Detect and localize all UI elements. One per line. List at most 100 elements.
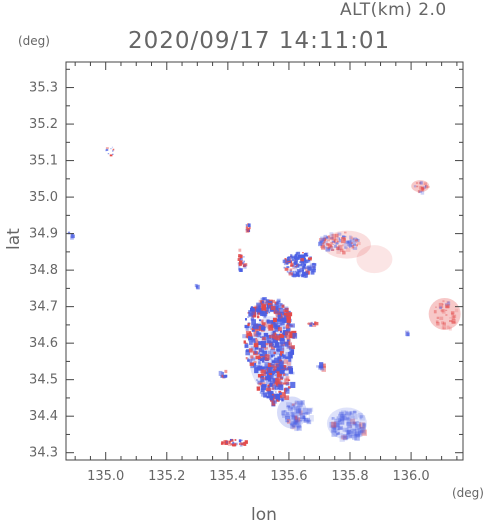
echo-cell: [419, 189, 423, 192]
echo-cell: [350, 434, 354, 438]
echo-cell: [243, 340, 246, 344]
echo-cell: [251, 357, 256, 361]
echo-cell: [329, 246, 334, 251]
echo-cell: [296, 401, 303, 407]
echo-cell: [274, 351, 280, 355]
echo-cell: [218, 370, 223, 376]
echo-cell: [254, 339, 259, 345]
echo-cell: [355, 431, 361, 437]
echo-cell: [324, 240, 328, 245]
echo-cell: [260, 312, 265, 317]
echo-cell: [330, 236, 334, 240]
echo-cell: [264, 300, 269, 305]
echo-cell: [290, 262, 294, 266]
echo-cell: [285, 259, 290, 264]
echo-cell: [259, 353, 263, 357]
echo-cell: [346, 421, 353, 429]
echo-cell: [253, 324, 258, 330]
echo-cell: [70, 233, 74, 236]
echo-cell: [314, 321, 319, 326]
echo-cell: [278, 384, 284, 391]
echo-cell: [238, 439, 242, 443]
echo-cell: [445, 314, 448, 316]
echo-cell: [112, 148, 115, 151]
echo-cell: [249, 362, 255, 366]
echo-cell: [263, 332, 269, 337]
echo-cell: [294, 406, 301, 414]
echo-cell: [359, 430, 363, 434]
echo-cell: [316, 365, 320, 368]
echo-cell: [276, 318, 282, 322]
echo-cell: [279, 351, 284, 354]
echo-cell: [312, 323, 315, 325]
echo-cell: [335, 233, 339, 238]
echo-cell: [281, 410, 286, 416]
echo-cell: [439, 306, 442, 310]
echo-cell: [310, 321, 313, 324]
echo-cell: [292, 264, 296, 268]
echo-cell: [280, 353, 283, 356]
echo-cell: [237, 258, 241, 262]
echo-cell: [281, 411, 285, 416]
echo-cell: [354, 429, 360, 436]
echo-cell: [304, 266, 309, 269]
echo-cell: [282, 393, 286, 397]
echo-cell: [255, 338, 258, 340]
echo-cell: [406, 332, 410, 337]
echo-cell: [273, 332, 276, 335]
echo-cell: [446, 325, 450, 330]
echo-cell: [261, 300, 264, 304]
echo-cell: [340, 418, 343, 422]
x-tick-label: 135.4: [209, 469, 246, 484]
echo-cell: [286, 262, 289, 265]
echo-cell: [288, 272, 293, 276]
echo-cell: [286, 404, 291, 407]
echo-cell: [107, 153, 110, 155]
echo-cell: [271, 345, 276, 350]
echo-cell: [445, 305, 450, 309]
echo-cell: [271, 373, 275, 376]
echo-cell: [297, 264, 300, 267]
echo-cell: [290, 420, 294, 425]
echo-cell: [304, 267, 310, 272]
echo-cell: [284, 413, 290, 419]
echo-cell: [338, 244, 343, 250]
echo-cell: [287, 342, 292, 349]
echo-cell: [274, 342, 280, 348]
echo-cell: [282, 373, 286, 376]
echo-cell: [347, 429, 351, 435]
echo-cell: [348, 433, 352, 437]
echo-cell: [288, 358, 292, 362]
echo-cell: [333, 239, 336, 242]
echo-cell: [233, 443, 237, 447]
echo-cell: [263, 392, 268, 398]
echo-cell: [355, 421, 362, 428]
echo-cell: [291, 421, 297, 427]
echo-cell: [347, 413, 354, 418]
echo-cell: [327, 247, 330, 249]
echo-cell: [245, 330, 252, 337]
echo-cell: [418, 190, 422, 193]
echo-cell: [349, 425, 353, 428]
echo-cell: [339, 414, 345, 421]
echo-cell: [261, 385, 267, 390]
echo-cell: [266, 307, 270, 312]
echo-cell: [260, 340, 267, 348]
echo-cell: [244, 324, 250, 329]
echo-cell: [350, 236, 353, 240]
echo-cell: [359, 422, 365, 429]
echo-cell: [442, 327, 446, 330]
echo-cell: [232, 441, 235, 445]
echo-cell: [321, 366, 326, 372]
echo-cell: [261, 322, 266, 326]
echo-cell: [279, 338, 286, 344]
echo-cell: [353, 423, 358, 426]
echo-cell: [256, 302, 262, 307]
echo-cell: [243, 441, 247, 446]
echo-cell: [298, 264, 303, 267]
echo-cell: [291, 345, 295, 350]
echo-cell: [442, 323, 446, 327]
echo-cell: [340, 434, 344, 438]
echo-cell: [445, 309, 448, 312]
echo-cell: [222, 441, 225, 445]
